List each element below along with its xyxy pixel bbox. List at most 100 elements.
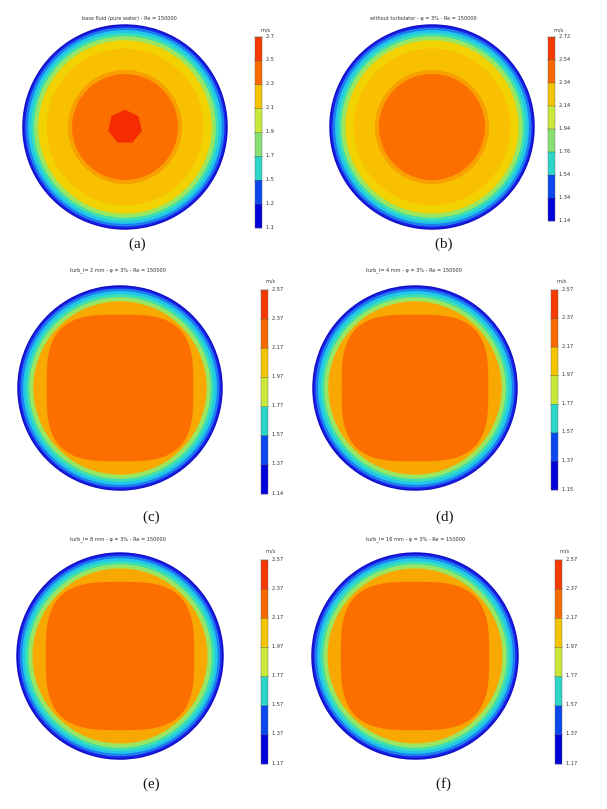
panel-caption: (d) xyxy=(436,509,454,525)
colorbar-tick-label: 1.5 xyxy=(266,176,274,183)
colorbar-tick-label: 1.77 xyxy=(566,673,578,680)
colorbar-segment xyxy=(261,734,268,765)
colorbar-tick-label: 1.7 xyxy=(266,152,274,159)
colorbar-tick-label: 2.37 xyxy=(566,585,578,592)
contour-core xyxy=(45,581,195,731)
contour-core xyxy=(341,314,489,462)
colorbar-segment xyxy=(261,348,268,378)
pipe-wall xyxy=(311,552,519,760)
colorbar-segment xyxy=(548,83,555,107)
colorbar-tick-label: 1.57 xyxy=(272,702,284,709)
colorbar-segment xyxy=(551,461,558,491)
colorbar-tick-label: 1.17 xyxy=(566,760,578,767)
colorbar-tick-label: 1.15 xyxy=(562,486,574,493)
colorbar-tick-label: 1.94 xyxy=(559,125,571,132)
colorbar-tick-label: 1.97 xyxy=(272,373,284,380)
colorbar-segment xyxy=(261,435,268,466)
colorbar-tick-label: 2.57 xyxy=(562,286,574,293)
contour-core xyxy=(379,74,485,180)
colorbar-segment xyxy=(551,290,558,319)
colorbar-segment xyxy=(255,84,262,109)
colorbar-segment xyxy=(261,464,268,495)
colorbar-tick-label: 2.57 xyxy=(272,286,284,293)
colorbar-segment xyxy=(255,156,262,181)
panel-title: turb_l= 4 mm - φ = 3% - Re = 150000 xyxy=(366,268,462,274)
colorbar-tick-label: 1.77 xyxy=(562,400,574,407)
colorbar-tick-label: 2.14 xyxy=(559,102,571,109)
colorbar-frame xyxy=(550,289,559,491)
panel-caption: (f) xyxy=(436,776,451,792)
colorbar-tick-label: 1.57 xyxy=(566,702,578,709)
colorbar-tick-label: 1.76 xyxy=(559,148,571,155)
unit-label: m/s xyxy=(557,279,567,285)
colorbar-tick-label: 2.37 xyxy=(272,585,284,592)
colorbar-segment xyxy=(261,560,268,590)
panel-title: without turbolator - φ = 3% - Re = 15000… xyxy=(370,16,477,22)
colorbar-segment xyxy=(551,375,558,405)
colorbar-tick-label: 2.17 xyxy=(272,614,284,621)
colorbar-tick-label: 1.57 xyxy=(272,432,284,439)
colorbar-tick-label: 2.72 xyxy=(559,33,571,40)
colorbar-segment xyxy=(261,676,268,706)
colorbar-tick-label: 1.37 xyxy=(272,731,284,738)
contour-core xyxy=(46,314,194,462)
colorbar-segment xyxy=(555,589,562,619)
pipe-wall xyxy=(312,285,518,491)
panel-title: turb_l= 2 mm - φ = 3% - Re = 150000 xyxy=(70,268,166,274)
colorbar-tick-label: 1.97 xyxy=(272,643,284,650)
colorbar-segment xyxy=(555,560,562,590)
colorbar-tick-label: 1.97 xyxy=(562,372,574,379)
colorbar-tick-label: 1.9 xyxy=(266,129,274,135)
colorbar-segment xyxy=(255,60,262,86)
colorbar-tick-label: 1.97 xyxy=(566,643,578,650)
colorbar-segment xyxy=(261,647,268,677)
colorbar-segment xyxy=(548,152,555,176)
colorbar-tick-label: 2.17 xyxy=(566,614,578,621)
pipe-wall xyxy=(329,24,535,230)
pipe-wall xyxy=(17,285,223,491)
colorbar-tick-label: 2.57 xyxy=(272,556,284,563)
colorbar-tick-label: 2.17 xyxy=(272,344,284,351)
colorbar-tick-label: 1.17 xyxy=(272,760,284,767)
colorbar-frame xyxy=(260,289,269,495)
colorbar-tick-label: 1.77 xyxy=(272,673,284,680)
colorbar-tick-label: 2.7 xyxy=(266,33,274,40)
colorbar-tick-label: 2.37 xyxy=(272,315,284,322)
colorbar-tick-label: 1.37 xyxy=(566,731,578,738)
panel-title: turb_l= 8 mm - φ = 3% - Re = 150000 xyxy=(70,537,166,543)
unit-label: m/s xyxy=(266,549,276,555)
colorbar-frame xyxy=(554,559,563,765)
colorbar-tick-label: 1.2 xyxy=(266,200,274,207)
colorbar-tick-label: 2.37 xyxy=(562,315,574,322)
colorbar-segment xyxy=(551,318,558,348)
colorbar-tick-label: 1.54 xyxy=(559,171,571,178)
colorbar-tick-label: 2.5 xyxy=(266,57,274,64)
unit-label: m/s xyxy=(266,279,276,285)
colorbar-segment xyxy=(261,406,268,436)
colorbar-tick-label: 1.77 xyxy=(272,403,284,410)
colorbar-segment xyxy=(551,347,558,376)
colorbar-segment xyxy=(548,60,555,84)
unit-label: m/s xyxy=(560,549,570,555)
contour-core xyxy=(340,581,490,731)
peak-velocity-region xyxy=(108,109,142,143)
colorbar-segment xyxy=(548,106,555,130)
colorbar-segment xyxy=(555,734,562,765)
colorbar-segment xyxy=(261,618,268,648)
panel-caption: (b) xyxy=(435,236,453,252)
colorbar-segment xyxy=(261,319,268,349)
colorbar-segment xyxy=(255,132,262,157)
colorbar-segment xyxy=(555,676,562,706)
colorbar-tick-label: 2.3 xyxy=(266,81,274,88)
colorbar-frame xyxy=(254,36,263,229)
pipe-wall xyxy=(16,552,224,760)
panel-title: base fluid (pure water) - Re = 150000 xyxy=(82,16,177,22)
colorbar-segment xyxy=(261,290,268,320)
colorbar-tick-label: 1.37 xyxy=(562,457,574,464)
colorbar-segment xyxy=(548,175,555,199)
